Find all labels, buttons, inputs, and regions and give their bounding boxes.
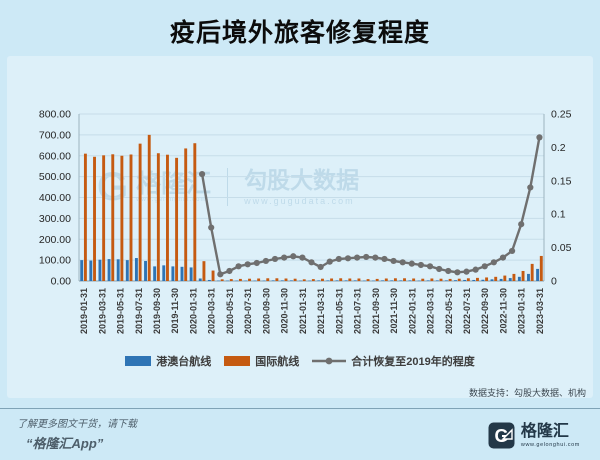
legend-label: 港澳台航线 [156, 356, 212, 368]
svg-text:0.05: 0.05 [551, 242, 572, 254]
gelonghui-logo-text: 格隆汇 [520, 422, 569, 440]
svg-text:0.15: 0.15 [551, 175, 572, 187]
svg-text:300.00: 300.00 [39, 213, 71, 225]
data-support-note: 数据支持：勾股大数据、机构 [468, 388, 586, 398]
svg-text:2020-09-30: 2020-09-30 [261, 288, 271, 334]
footer-promo-line2: “格隆汇App” [26, 436, 104, 451]
svg-text:2021-05-31: 2021-05-31 [334, 288, 344, 334]
svg-text:2021-03-31: 2021-03-31 [316, 288, 326, 334]
svg-text:2022-09-30: 2022-09-30 [480, 288, 490, 334]
right-axis-labels: 0 0.05 0.1 0.15 0.2 0.25 [551, 109, 572, 288]
svg-text:100.00: 100.00 [39, 255, 71, 267]
svg-text:2022-07-31: 2022-07-31 [462, 288, 472, 334]
x-axis-labels: 2019-01-31 2019-03-31 2019-05-31 2019-07-31… [79, 288, 545, 334]
left-axis-labels: 0.00 100.00 200.00 300.00 400.00 500.00 600.00… [39, 109, 71, 288]
svg-text:0.00: 0.00 [51, 276, 72, 288]
legend-item-international: 国际航线 [224, 353, 299, 369]
chart-legend: 港澳台航线 国际航线 合计恢复至2019年的程度 [0, 352, 600, 370]
bars-international [83, 134, 543, 281]
gelonghui-logo-icon: G [488, 422, 515, 449]
svg-text:2020-03-31: 2020-03-31 [207, 288, 217, 334]
svg-text:2022-03-31: 2022-03-31 [426, 288, 436, 334]
svg-text:200.00: 200.00 [39, 234, 71, 246]
svg-text:2023-03-31: 2023-03-31 [535, 288, 545, 334]
gelonghui-logo-url: www.gelonghui.com [520, 441, 580, 448]
svg-text:2022-01-31: 2022-01-31 [407, 288, 417, 334]
footer-promo-line1: 了解更多图文干货，请下载 [17, 419, 137, 430]
blue-bar-swatch-icon [125, 356, 152, 366]
gelonghui-logo: G 格隆汇 www.gelonghui.com [488, 422, 580, 449]
svg-text:2021-09-30: 2021-09-30 [371, 288, 381, 334]
svg-text:0.1: 0.1 [551, 209, 566, 221]
line-marker-swatch-icon [312, 357, 347, 365]
svg-text:700.00: 700.00 [39, 129, 71, 141]
chart-card: G 格隆汇 www.gelonghui.com 勾股大数据 www.guguda… [7, 56, 593, 398]
svg-text:800.00: 800.00 [39, 109, 71, 121]
bars-hk-mo-tw [80, 258, 540, 282]
svg-text:2019-09-30: 2019-09-30 [152, 288, 162, 334]
svg-text:2022-11-30: 2022-11-30 [498, 288, 508, 334]
svg-text:0: 0 [551, 276, 557, 288]
svg-text:2022-05-31: 2022-05-31 [444, 288, 454, 334]
legend-item-hk-mo-tw: 港澳台航线 [125, 353, 211, 369]
svg-text:0.25: 0.25 [551, 109, 572, 121]
orange-bar-swatch-icon [224, 356, 251, 366]
svg-text:2020-01-31: 2020-01-31 [188, 288, 198, 334]
svg-text:2019-03-31: 2019-03-31 [97, 288, 107, 334]
page-title: 疫后境外旅客修复程度 [169, 19, 430, 47]
combo-chart: 0.00 100.00 200.00 300.00 400.00 500.00 600.00… [39, 109, 572, 335]
legend-item-recovery: 合计恢复至2019年的程度 [312, 353, 475, 369]
svg-text:G: G [494, 426, 508, 446]
svg-text:0.2: 0.2 [551, 142, 566, 154]
footer-divider [0, 408, 600, 409]
recovery-line [198, 134, 543, 278]
svg-text:2021-01-31: 2021-01-31 [298, 288, 308, 334]
svg-text:2019-01-31: 2019-01-31 [79, 288, 89, 334]
svg-text:2021-11-30: 2021-11-30 [389, 288, 399, 334]
svg-text:2019-05-31: 2019-05-31 [116, 288, 126, 334]
svg-text:2019-07-31: 2019-07-31 [134, 288, 144, 334]
svg-text:2020-07-31: 2020-07-31 [243, 288, 253, 334]
svg-text:2021-07-31: 2021-07-31 [353, 288, 363, 334]
footer-promo: 了解更多图文干货，请下载 “格隆汇App” [17, 415, 137, 452]
svg-text:600.00: 600.00 [39, 150, 71, 162]
legend-label: 国际航线 [255, 356, 300, 368]
svg-text:2019-11-30: 2019-11-30 [170, 288, 180, 334]
svg-text:500.00: 500.00 [39, 171, 71, 183]
legend-label: 合计恢复至2019年的程度 [351, 356, 475, 368]
svg-text:2023-01-31: 2023-01-31 [517, 288, 527, 334]
svg-text:2020-11-30: 2020-11-30 [280, 288, 290, 334]
svg-text:2020-05-31: 2020-05-31 [225, 288, 235, 334]
svg-text:400.00: 400.00 [39, 192, 71, 204]
